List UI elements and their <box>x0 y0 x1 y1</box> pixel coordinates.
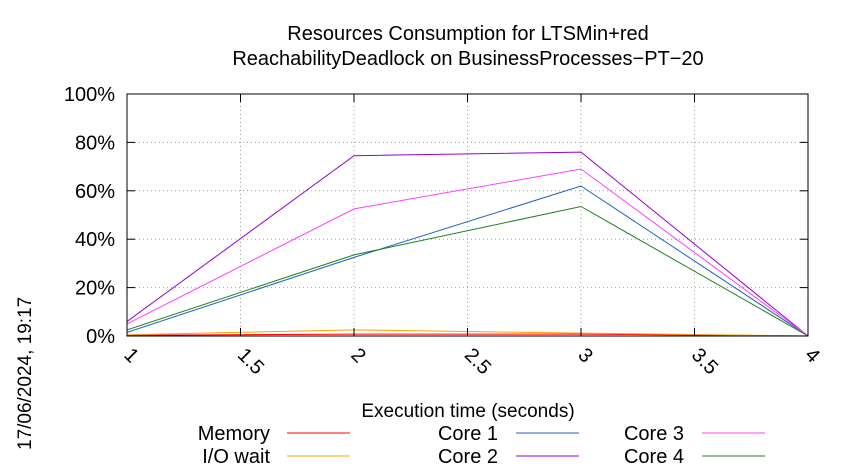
x-tick-label: 3.5 <box>687 344 722 379</box>
legend-label: Memory <box>198 423 270 445</box>
legend-label: Core 4 <box>624 446 684 468</box>
series-line-core-1 <box>126 185 809 337</box>
series-line-core-2 <box>126 151 809 337</box>
y-tick-label: 0% <box>86 326 115 348</box>
legend-label: Core 2 <box>438 446 498 468</box>
y-tick-label: 80% <box>75 132 115 154</box>
y-tick-label: 20% <box>75 278 115 300</box>
y-tick-label: 40% <box>75 229 115 251</box>
series-line-core-4 <box>126 205 809 337</box>
x-tick-label: 2 <box>346 344 369 367</box>
x-tick-label: 1.5 <box>233 344 268 379</box>
chart-title-line-1: Resources Consumption for LTSMin+red <box>287 23 648 45</box>
series-line-core-3 <box>126 168 809 337</box>
x-axis-label: Execution time (seconds) <box>361 401 574 422</box>
x-tick-label: 4 <box>800 344 823 367</box>
x-tick-label: 1 <box>119 344 142 367</box>
chart-title-line-2: ReachabilityDeadlock on BusinessProcesse… <box>232 48 703 70</box>
x-tick-label: 2.5 <box>460 344 495 379</box>
legend-label: I/O wait <box>202 446 270 468</box>
y-tick-label: 100% <box>64 84 115 106</box>
legend-label: Core 3 <box>624 423 684 445</box>
grid <box>127 94 808 336</box>
timestamp: 17/06/2024, 19:17 <box>15 297 36 450</box>
series-lines <box>126 151 809 337</box>
y-tick-label: 60% <box>75 181 115 203</box>
legend-label: Core 1 <box>438 423 498 445</box>
x-tick-label: 3 <box>573 344 596 367</box>
